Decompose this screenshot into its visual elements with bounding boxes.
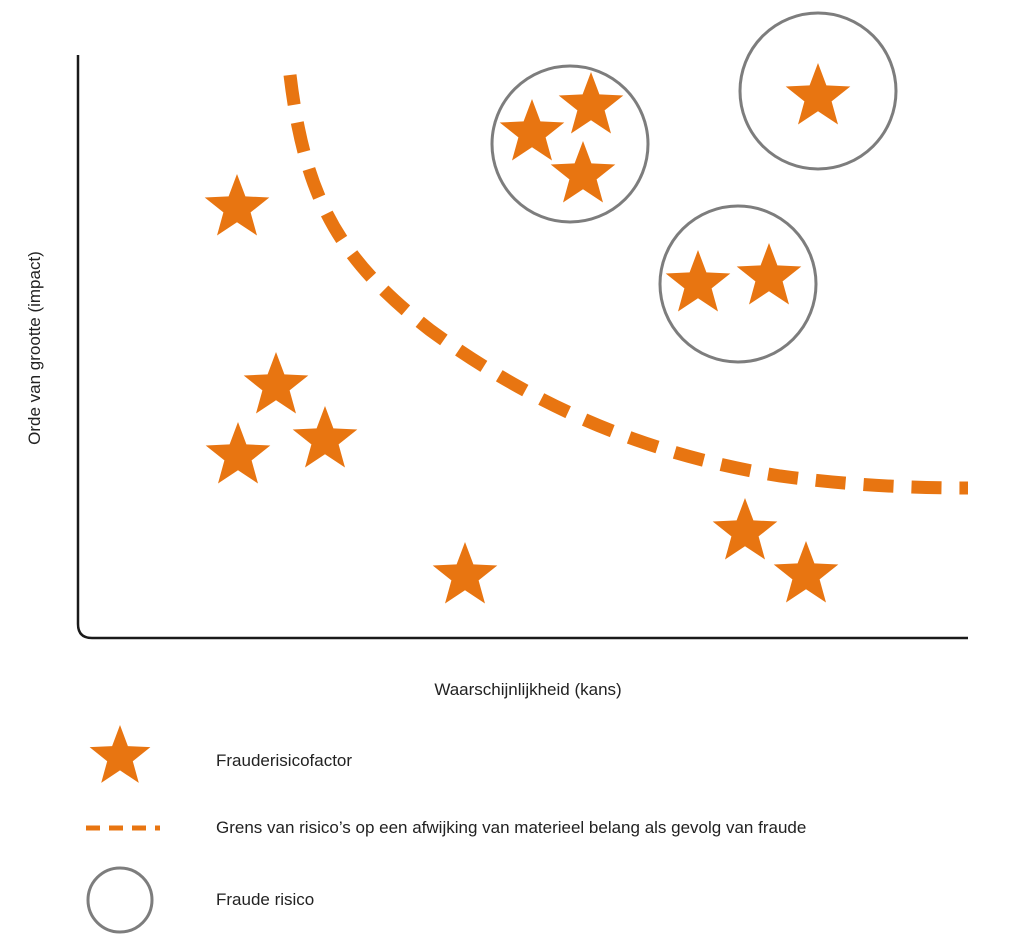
legend-label-risk-factor: Frauderisicofactor (216, 751, 353, 770)
legend-star-icon (89, 725, 151, 783)
star-icon (773, 541, 839, 603)
fraud-risk-circle (658, 204, 818, 364)
y-axis-label: Orde van grootte (impact) (25, 251, 44, 445)
risk-boundary-curve (283, 74, 969, 495)
star-icon (204, 174, 270, 236)
fraud-risk-circle (738, 11, 898, 171)
star-icon (499, 99, 565, 161)
star-icon (205, 422, 271, 484)
x-axis-label: Waarschijnlijkheid (kans) (434, 680, 621, 699)
star-icon (558, 72, 624, 134)
legend-label-fraud-risk: Fraude risico (216, 890, 315, 909)
star-icon (243, 352, 309, 414)
star-icon (432, 542, 498, 604)
star-icon (89, 725, 151, 783)
star-icon (785, 63, 851, 125)
legend-label-boundary: Grens van risico’s op een afwijking van … (216, 818, 807, 837)
axes (76, 55, 968, 640)
legend-circle-icon (86, 866, 154, 934)
star-icon (665, 250, 731, 312)
star-icon (736, 243, 802, 305)
risk-factor-stars (204, 63, 851, 604)
star-icon (712, 498, 778, 560)
star-icon (292, 406, 358, 468)
fraud-risk-circle (490, 64, 650, 224)
star-icon (550, 141, 616, 203)
